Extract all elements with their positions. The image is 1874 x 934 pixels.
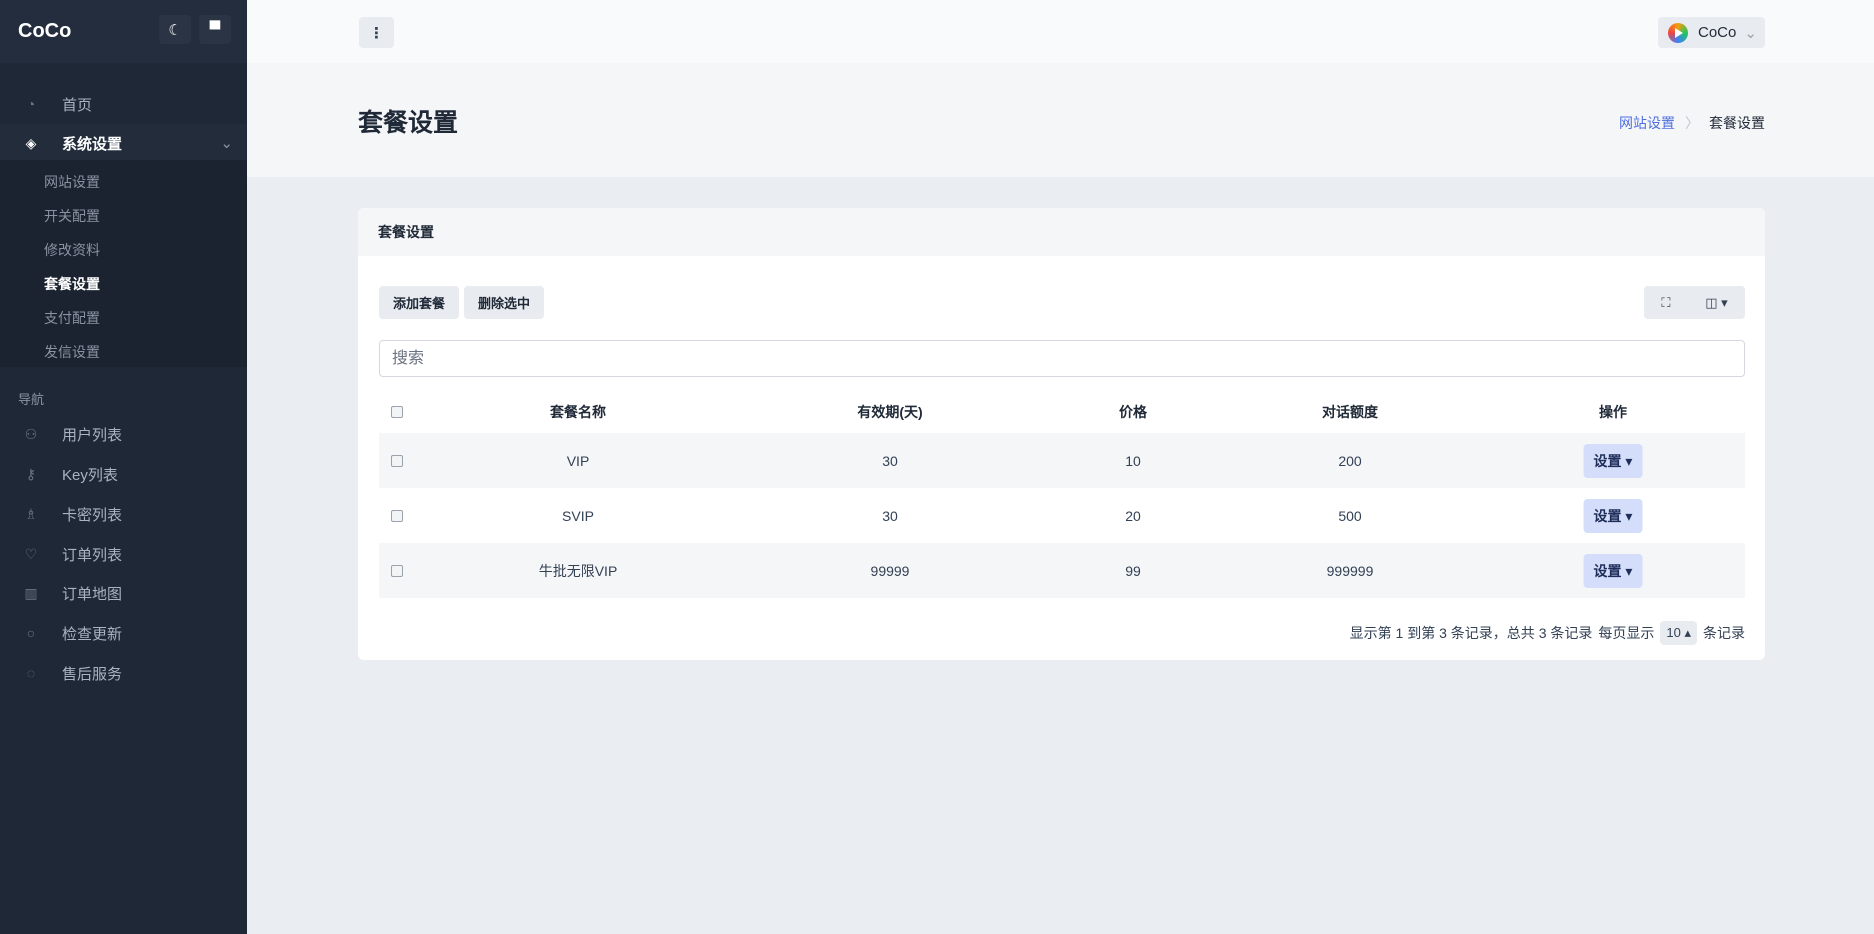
column-header: 操作 [1599, 403, 1627, 420]
sidebar: CoCo ☾ ▀ ◔ 首页 ◈ 系统设置 ⌄ 网站设置 开关配置 修改资料 套餐设置 … [0, 0, 247, 934]
search-input[interactable] [379, 340, 1745, 377]
card-title: 套餐设置 [358, 208, 1765, 256]
plan-name: SVIP [562, 507, 594, 524]
per-page-suffix: 条记录 [1703, 625, 1745, 641]
row-checkbox[interactable] [391, 564, 403, 577]
page-title: 套餐设置 [358, 109, 459, 137]
submenu-item[interactable]: 支付配置 [44, 310, 100, 326]
sidebar-item-keys[interactable]: ⚷ Key列表 [0, 455, 247, 493]
per-page-select[interactable]: 10 ▴ [1660, 621, 1697, 645]
brush-icon: ▀ [209, 21, 221, 38]
dark-mode-toggle[interactable]: ☾ [159, 15, 191, 44]
chevron-right-icon: 〉 [1685, 115, 1699, 131]
caret-down-icon: ▾ [1625, 452, 1633, 469]
sidebar-item-order-map[interactable]: ▥ 订单地图 [0, 574, 247, 612]
breadcrumb-current: 套餐设置 [1709, 115, 1765, 131]
caret-down-icon: ▾ [1625, 507, 1633, 524]
per-page-label: 每页显示 [1598, 625, 1655, 641]
settings-dropdown-button[interactable]: 设置 ▾ [1583, 498, 1643, 533]
layers-icon: ◈ [25, 134, 37, 151]
table-row: VIP 30 10 200 设置 ▾ [379, 433, 1745, 488]
plan-name: 牛批无限VIP [538, 562, 618, 579]
column-header[interactable]: 有效期(天) [857, 403, 923, 420]
sidebar-item-users[interactable]: ⚇ 用户列表 [0, 415, 247, 453]
plan-quota: 200 [1338, 452, 1362, 469]
delete-selected-button[interactable]: 删除选中 [464, 286, 544, 319]
avatar [1668, 22, 1688, 43]
table-header: 套餐名称 有效期(天) 价格 对话额度 操作 [379, 390, 1745, 433]
settings-dropdown-button[interactable]: 设置 ▾ [1583, 553, 1643, 588]
nav-section-label: 导航 [18, 392, 45, 407]
plan-days: 99999 [870, 562, 910, 579]
plans-card: 套餐设置 添加套餐 删除选中 ⛶ ◫ ▾ 套餐名称 有效期(天) 价格 对话额度… [358, 208, 1765, 660]
chevron-down-icon: ⌄ [220, 135, 233, 152]
plan-days: 30 [882, 507, 898, 524]
plan-name: VIP [566, 452, 590, 469]
column-header[interactable]: 套餐名称 [550, 403, 606, 420]
sidebar-item-cards[interactable]: ♗ 卡密列表 [0, 495, 247, 533]
column-header[interactable]: 对话额度 [1322, 403, 1378, 420]
plan-days: 30 [882, 452, 898, 469]
submenu-item[interactable]: 网站设置 [44, 174, 100, 190]
chat-icon: ◌ [26, 665, 36, 681]
table-tools: ⛶ ◫ ▾ [1644, 286, 1745, 319]
row-checkbox[interactable] [391, 454, 403, 467]
breadcrumb-link[interactable]: 网站设置 [1619, 115, 1675, 131]
users-icon: ⚇ [24, 425, 38, 442]
topbar: ⋮ CoCo ⌄ [247, 0, 1874, 63]
columns-icon[interactable]: ◫ ▾ [1705, 294, 1728, 310]
page-header: 套餐设置 网站设置 〉 套餐设置 [247, 63, 1874, 177]
map-icon: ▥ [24, 584, 38, 601]
row-checkbox[interactable] [391, 509, 403, 522]
plan-price: 10 [1125, 452, 1141, 469]
sidebar-item-system-settings[interactable]: ◈ 系统设置 ⌄ [0, 124, 247, 162]
chess-icon: ♗ [24, 505, 38, 522]
submenu-item[interactable]: 开关配置 [44, 208, 100, 224]
caret-down-icon: ▾ [1625, 562, 1633, 579]
table-row: SVIP 30 20 500 设置 ▾ [379, 488, 1745, 543]
sidebar-item-check-update[interactable]: ○ 检查更新 [0, 614, 247, 652]
select-all-checkbox[interactable] [391, 405, 403, 418]
logo: CoCo [18, 20, 72, 42]
plan-quota: 500 [1338, 507, 1362, 524]
fullscreen-icon[interactable]: ⛶ [1661, 294, 1671, 310]
breadcrumb: 网站设置 〉 套餐设置 [1619, 113, 1765, 133]
sidebar-item-home[interactable]: ◔ 首页 [0, 85, 247, 123]
submenu [0, 160, 247, 367]
dashboard-icon: ◔ [26, 96, 36, 112]
submenu-item[interactable]: 发信设置 [44, 344, 100, 360]
pagination-info: 显示第 1 到第 3 条记录，总共 3 条记录 每页显示 10 ▴ 条记录 [1350, 621, 1745, 645]
theme-button[interactable]: ▀ [199, 15, 231, 44]
plan-price: 20 [1125, 507, 1141, 524]
settings-dropdown-button[interactable]: 设置 ▾ [1583, 443, 1643, 478]
plans-table: 套餐名称 有效期(天) 价格 对话额度 操作 VIP 30 10 200 设置 … [379, 390, 1745, 598]
chevron-down-icon: ⌄ [1744, 24, 1757, 42]
submenu-item[interactable]: 修改资料 [44, 242, 100, 258]
sidebar-item-support[interactable]: ◌ 售后服务 [0, 654, 247, 692]
plan-price: 99 [1125, 562, 1141, 579]
sidebar-item-orders[interactable]: ♡ 订单列表 [0, 535, 247, 573]
key-icon: ⚷ [25, 465, 37, 482]
submenu-item-active[interactable]: 套餐设置 [44, 276, 100, 292]
caret-up-icon: ▴ [1684, 625, 1691, 640]
moon-icon: ☾ [168, 21, 182, 39]
add-plan-button[interactable]: 添加套餐 [379, 286, 459, 319]
column-header[interactable]: 价格 [1119, 403, 1147, 420]
heart-icon: ♡ [24, 545, 38, 562]
plan-quota: 999999 [1326, 562, 1374, 579]
pagination-summary: 显示第 1 到第 3 条记录，总共 3 条记录 [1349, 625, 1593, 641]
more-vertical-icon: ⋮ [369, 24, 384, 42]
table-row: 牛批无限VIP 99999 99 999999 设置 ▾ [379, 543, 1745, 598]
sidebar-header: CoCo ☾ ▀ [0, 0, 247, 63]
menu-toggle-button[interactable]: ⋮ [359, 17, 394, 48]
refresh-icon: ○ [26, 625, 36, 641]
user-menu[interactable]: CoCo ⌄ [1658, 17, 1765, 48]
